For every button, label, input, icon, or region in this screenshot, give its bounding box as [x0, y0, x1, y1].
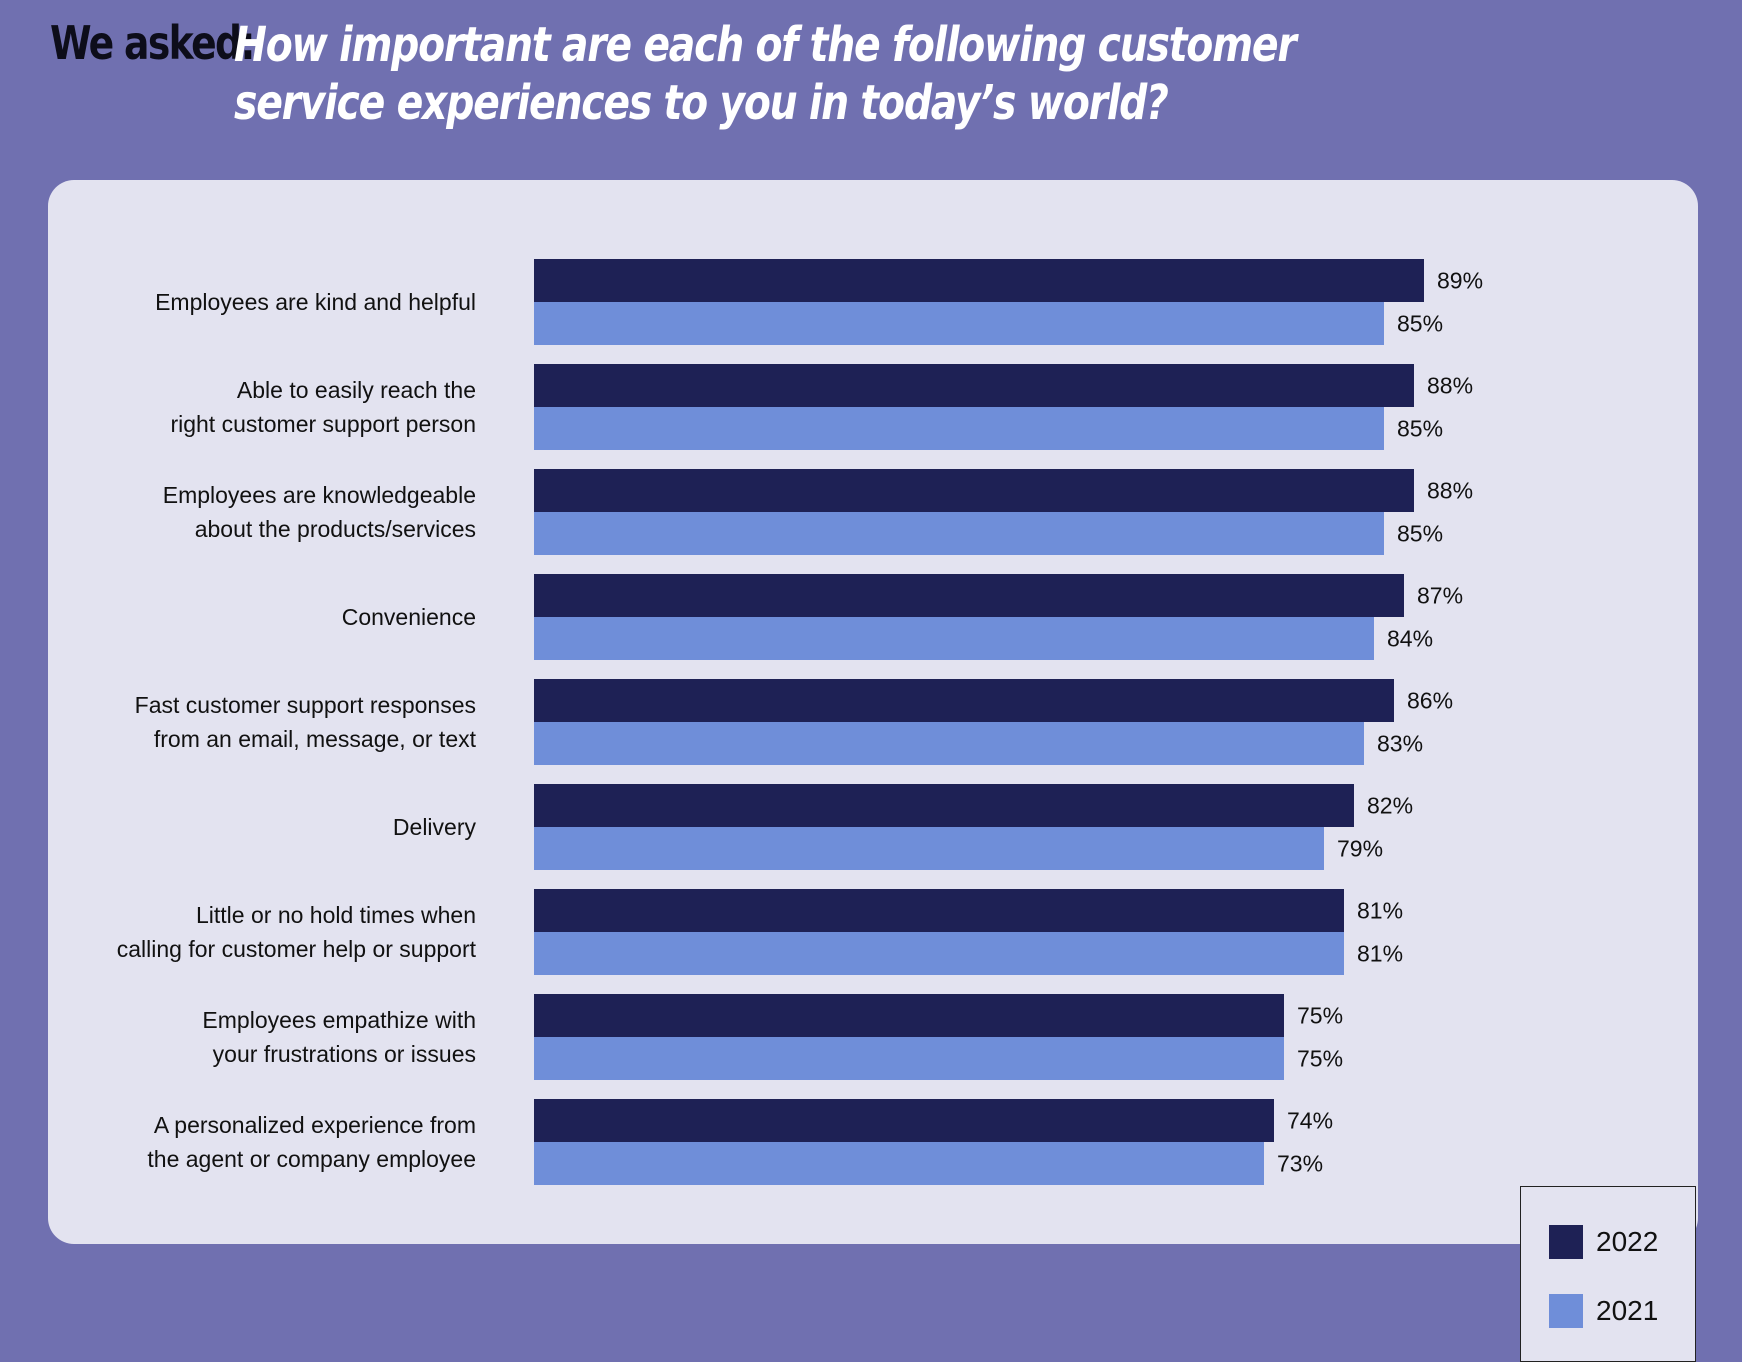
- bar-2022-4: [534, 679, 1394, 722]
- data-label-2021-4: 83%: [1377, 731, 1423, 757]
- data-label-2022-5: 82%: [1367, 793, 1413, 819]
- category-label-6: Little or no hold times when calling for…: [116, 902, 476, 962]
- category-label-7: Employees empathize with your frustratio…: [202, 1007, 476, 1067]
- legend-label-2022: 2022: [1596, 1226, 1659, 1257]
- data-label-2022-0: 89%: [1437, 268, 1483, 294]
- data-label-2022-6: 81%: [1357, 898, 1403, 924]
- legend-label-2021: 2021: [1596, 1295, 1659, 1326]
- data-label-2021-0: 85%: [1397, 311, 1443, 337]
- data-label-2021-7: 75%: [1297, 1046, 1343, 1072]
- data-label-2022-3: 87%: [1417, 583, 1463, 609]
- bar-2022-2: [534, 469, 1414, 512]
- bar-2022-0: [534, 259, 1424, 302]
- legend: 2022 2021: [1520, 1186, 1696, 1362]
- bar-2021-6: [534, 932, 1344, 975]
- legend-swatch-2021: [1549, 1294, 1583, 1328]
- data-label-2021-3: 84%: [1387, 626, 1433, 652]
- bar-2021-8: [534, 1142, 1264, 1185]
- bar-2021-4: [534, 722, 1364, 765]
- data-label-2022-1: 88%: [1427, 373, 1473, 399]
- data-label-2021-1: 85%: [1397, 416, 1443, 442]
- category-label-5: Delivery: [392, 814, 476, 840]
- data-label-2022-4: 86%: [1407, 688, 1453, 714]
- data-label-2022-2: 88%: [1427, 478, 1473, 504]
- bar-2021-5: [534, 827, 1324, 870]
- data-label-2022-8: 74%: [1287, 1108, 1333, 1134]
- category-label-1: Able to easily reach the right customer …: [170, 377, 476, 437]
- category-label-2: Employees are knowledgeable about the pr…: [162, 482, 476, 542]
- category-label-0: Employees are kind and helpful: [155, 289, 476, 315]
- data-label-2021-6: 81%: [1357, 941, 1403, 967]
- data-label-2021-5: 79%: [1337, 836, 1383, 862]
- bar-2021-0: [534, 302, 1384, 345]
- bar-2021-3: [534, 617, 1374, 660]
- bar-2021-1: [534, 407, 1384, 450]
- bar-2022-6: [534, 889, 1344, 932]
- category-label-4: Fast customer support responses from an …: [134, 692, 476, 752]
- bar-2021-2: [534, 512, 1384, 555]
- bar-2021-7: [534, 1037, 1284, 1080]
- header-lead: We asked:: [50, 16, 256, 70]
- legend-item-2021: 2021: [1549, 1294, 1658, 1328]
- category-label-8: A personalized experience from the agent…: [147, 1112, 476, 1172]
- bar-2022-3: [534, 574, 1404, 617]
- category-label-3: Convenience: [341, 604, 476, 630]
- data-label-2021-2: 85%: [1397, 521, 1443, 547]
- legend-swatch-2022: [1549, 1225, 1583, 1259]
- data-label-2021-8: 73%: [1277, 1151, 1323, 1177]
- bar-2022-5: [534, 784, 1354, 827]
- header-question: How important are each of the following …: [234, 17, 1297, 131]
- bar-chart: 89% 85% 88% 85% 88% 85% 87% 84% 86% 83% 82% 79% 81% 8…: [534, 259, 1483, 1185]
- bar-2022-7: [534, 994, 1284, 1037]
- bar-2022-1: [534, 364, 1414, 407]
- data-label-2022-7: 75%: [1297, 1003, 1343, 1029]
- chart-panel: 89% 85% 88% 85% 88% 85% 87% 84% 86% 83% 82% 79% 81% 8…: [48, 180, 1698, 1362]
- legend-item-2022: 2022: [1549, 1225, 1658, 1259]
- bar-2022-8: [534, 1099, 1274, 1142]
